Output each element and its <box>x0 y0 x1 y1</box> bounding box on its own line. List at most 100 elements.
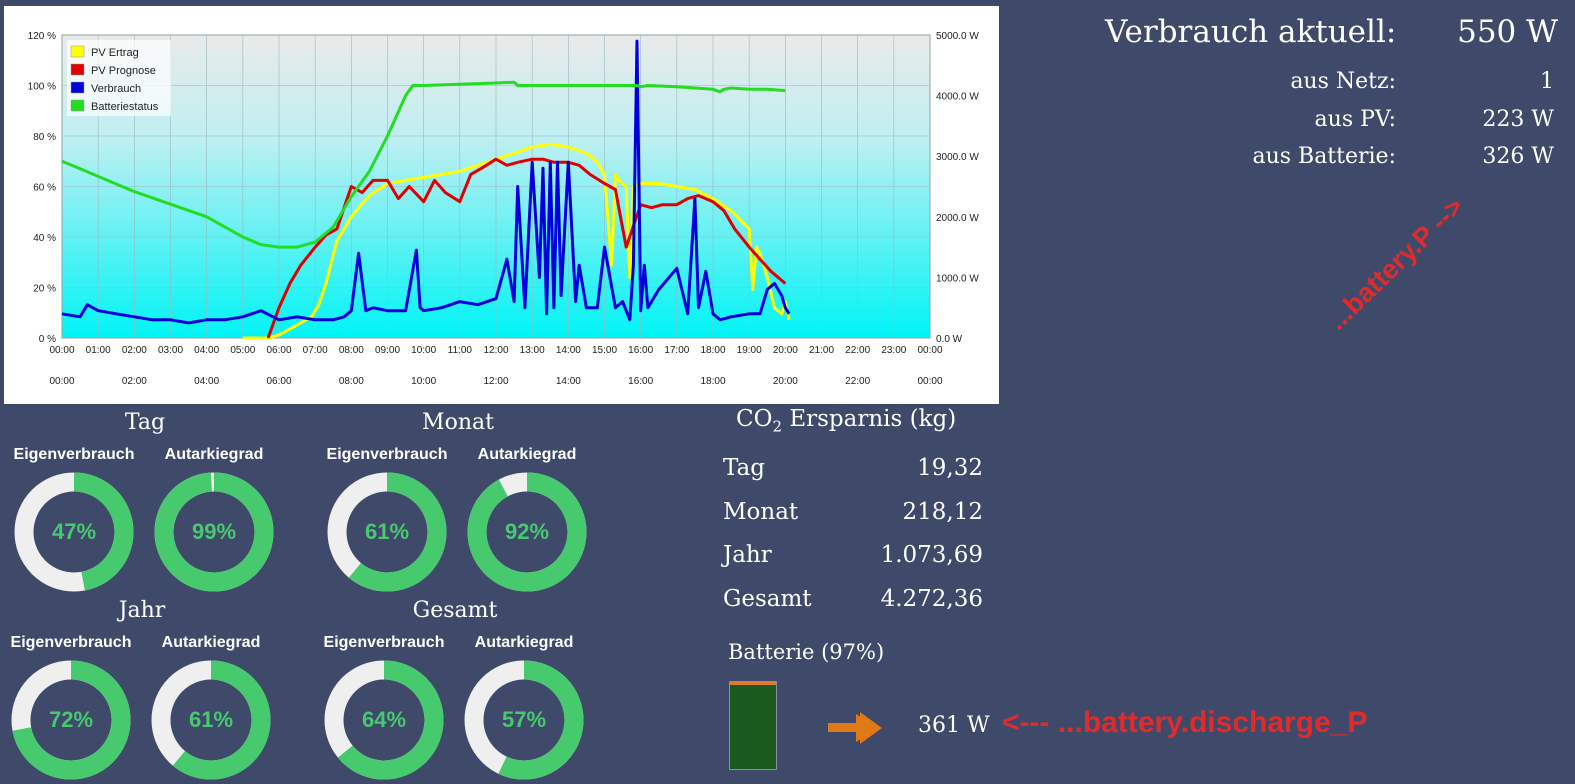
donut-percent: 92% <box>504 519 550 544</box>
series-line-batteriestatus <box>61 80 786 249</box>
x-tick-label: 16:00 <box>628 345 653 356</box>
series-line-pv-prognose <box>266 157 787 339</box>
x-tick-label: 23:00 <box>881 345 906 356</box>
co2-row-label: Gesamt <box>723 586 812 612</box>
x-tick-label: 00:00 <box>49 345 74 356</box>
consumption-value: 550 W <box>1457 14 1558 50</box>
grid-label: aus Netz: <box>1290 69 1396 94</box>
y-left-tick-label: 120 % <box>28 31 56 42</box>
legend-swatch <box>70 63 85 76</box>
y-right-tick-label: 1000.0 W <box>936 273 979 284</box>
donut-chart: 47% <box>14 472 134 592</box>
legend-label: PV Prognose <box>91 65 156 77</box>
x2-tick-label: 06:00 <box>266 376 291 387</box>
donut-ring <box>14 472 134 592</box>
donut-ring <box>464 660 584 780</box>
group-title-3: Gesamt <box>412 598 498 623</box>
pv-label: aus PV: <box>1314 107 1396 132</box>
x-tick-label: 21:00 <box>809 345 834 356</box>
discharge-arrow-icon <box>828 712 882 744</box>
battery-source-value: 326 W <box>1482 144 1554 169</box>
donut-value-arc <box>327 472 447 592</box>
x2-tick-label: 10:00 <box>411 376 436 387</box>
co2-row-value: 1.073,69 <box>880 542 983 568</box>
donut-chart: 61% <box>151 660 271 780</box>
x-tick-label: 03:00 <box>158 345 183 356</box>
x-tick-label: 08:00 <box>339 345 364 356</box>
x2-tick-label: 00:00 <box>49 376 74 387</box>
consumption-title: Verbrauch aktuell: <box>1105 14 1397 50</box>
battery-source-label: aus Batterie: <box>1252 144 1396 169</box>
donut-percent: 61% <box>364 519 410 544</box>
grid-value: 1 <box>1540 69 1554 94</box>
x2-tick-label: 02:00 <box>122 376 147 387</box>
x2-tick-label: 18:00 <box>700 376 725 387</box>
legend-label: Verbrauch <box>91 83 141 95</box>
donut-percent: 99% <box>191 519 237 544</box>
x2-tick-label: 04:00 <box>194 376 219 387</box>
y-left-tick-label: 20 % <box>33 284 56 295</box>
x-tick-label: 14:00 <box>556 345 581 356</box>
donut-label: Autarkiegrad <box>477 446 577 463</box>
donut-label: Autarkiegrad <box>164 446 264 463</box>
x-tick-label: 11:00 <box>448 345 473 356</box>
chart-svg: 00:00 01:00 02:00 03:00 04:00 05:00 06:00 07:00… <box>28 31 980 387</box>
chart-grid <box>61 34 931 339</box>
chart-series <box>61 39 791 340</box>
co2-title: CO2 Ersparnis (kg) <box>736 406 957 436</box>
chart-axes: 00:00 01:00 02:00 03:00 04:00 05:00 06:00 07:00… <box>28 31 980 387</box>
x-tick-label: 09:00 <box>375 345 400 356</box>
x-tick-label: 15:00 <box>592 345 617 356</box>
pv-value: 223 W <box>1482 107 1554 132</box>
series-line-verbrauch <box>61 39 791 325</box>
x2-tick-label: 00:00 <box>917 376 942 387</box>
donut-percent: 72% <box>48 707 94 732</box>
x-tick-label: 22:00 <box>845 345 870 356</box>
donut-ring <box>151 660 271 780</box>
donut-value-arc <box>467 472 587 592</box>
x-tick-label: 04:00 <box>194 345 219 356</box>
chart-legend[interactable]: PV Ertrag PV Prognose Verbrauch Batteriesta… <box>67 40 171 116</box>
group-title-0: Tag <box>124 410 166 435</box>
donut-label: Autarkiegrad <box>161 634 261 651</box>
donut-ring <box>154 472 274 592</box>
co2-row-label: Monat <box>723 499 799 525</box>
battery-p-annotation: ...battery.P --> <box>1321 191 1470 336</box>
y-left-tick-label: 60 % <box>33 183 56 194</box>
x-tick-label: 17:00 <box>664 345 689 356</box>
x-tick-label: 02:00 <box>122 345 147 356</box>
series-line-pv-ertrag <box>242 142 791 340</box>
donut-value-arc <box>154 472 274 592</box>
donut-percent: 64% <box>361 707 407 732</box>
x2-tick-label: 08:00 <box>339 376 364 387</box>
donut-chart: 72% <box>11 660 131 780</box>
donut-chart: 57% <box>464 660 584 780</box>
donut-percent: 57% <box>501 707 547 732</box>
y-left-tick-label: 80 % <box>33 132 56 143</box>
history-chart: 00:00 01:00 02:00 03:00 04:00 05:00 06:00 07:00… <box>4 6 999 404</box>
donut-chart: 92% <box>467 472 587 592</box>
donut-percent: 61% <box>188 707 234 732</box>
donut-label: Eigenverbrauch <box>326 446 448 463</box>
co2-row-value: 218,12 <box>902 499 983 525</box>
x-tick-label: 19:00 <box>737 345 762 356</box>
y-right-tick-label: 3000.0 W <box>936 152 979 163</box>
co2-row-value: 4.272,36 <box>880 586 983 612</box>
group-title-2: Jahr <box>118 598 166 623</box>
y-right-tick-label: 2000.0 W <box>936 213 979 224</box>
x2-tick-label: 20:00 <box>773 376 798 387</box>
legend-label: Batteriestatus <box>91 101 159 113</box>
y-right-tick-label: 0.0 W <box>936 334 963 345</box>
x-tick-label: 06:00 <box>266 345 291 356</box>
donut-value-arc <box>151 660 271 780</box>
x-tick-label: 05:00 <box>230 345 255 356</box>
donut-value-arc <box>14 472 134 592</box>
co2-row-value: 19,32 <box>917 455 983 481</box>
donut-label: Autarkiegrad <box>474 634 574 651</box>
donut-value-arc <box>11 660 131 780</box>
y-right-tick-label: 4000.0 W <box>936 92 979 103</box>
legend-swatch <box>70 81 85 94</box>
legend-label: PV Ertrag <box>91 47 139 59</box>
x-tick-label: 00:00 <box>917 345 942 356</box>
x-tick-label: 20:00 <box>773 345 798 356</box>
